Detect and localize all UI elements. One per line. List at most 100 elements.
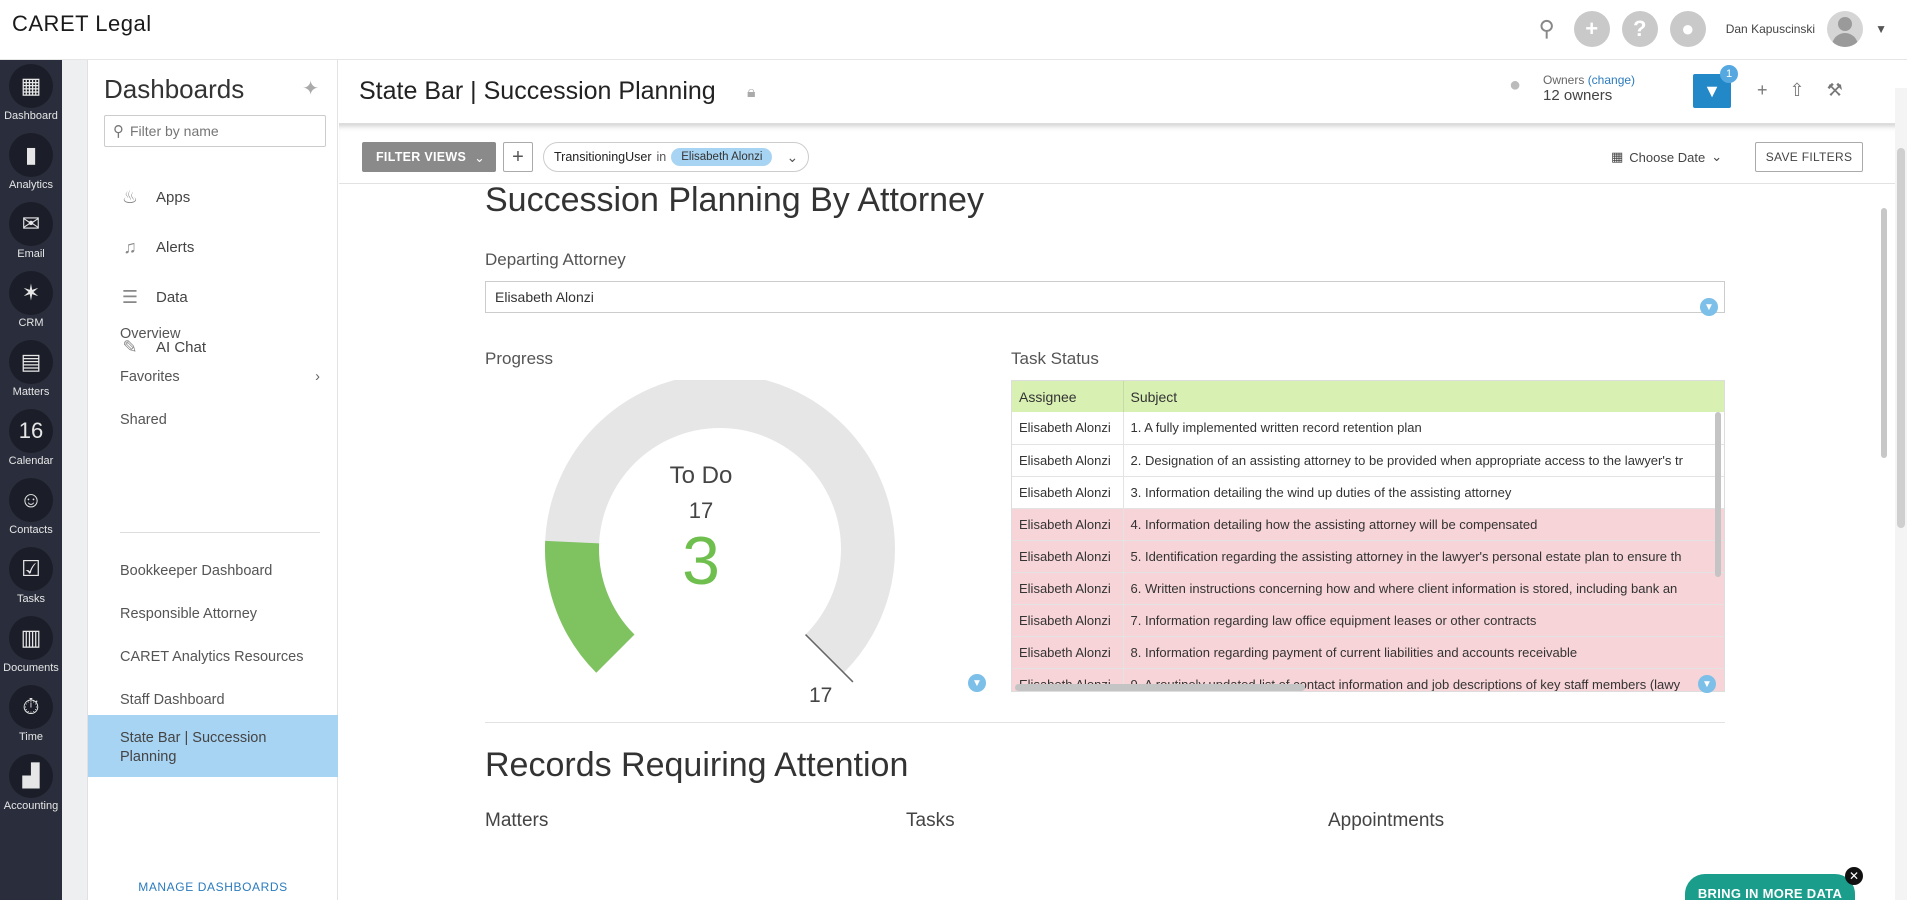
help-icon[interactable]: ? <box>1621 11 1658 47</box>
rail-item-contacts[interactable]: ☺ Contacts <box>0 474 62 543</box>
progress-label: Progress <box>485 349 554 368</box>
chat-icon[interactable]: ● <box>1669 11 1706 47</box>
dashboard-item[interactable]: Staff Dashboard <box>120 691 225 708</box>
search-icon[interactable]: ⚲ <box>1538 16 1555 41</box>
assignee-cell: Elisabeth Alonzi <box>1012 636 1124 669</box>
dashboards-sidebar: Dashboards ✦ ⚲ ♨ Apps ♫ Alerts ☰ Data ✎ AI Chat… <box>88 60 338 900</box>
header-tools: + ⇧ ⚒ <box>1757 80 1843 101</box>
sidebar-item-active-dashboard[interactable]: State Bar | Succession Planning <box>88 715 338 777</box>
rail-item-email[interactable]: ✉ Email <box>0 198 62 267</box>
filter-input[interactable] <box>130 123 310 139</box>
assignee-cell: Elisabeth Alonzi <box>1012 508 1124 541</box>
table-vertical-scrollbar[interactable] <box>1715 412 1723 672</box>
sidebar-item-label: Data <box>156 288 188 306</box>
scroll-thumb[interactable] <box>1881 208 1887 458</box>
column-subject[interactable]: Subject <box>1123 381 1724 412</box>
section-divider <box>485 722 1725 723</box>
rail-item-time[interactable]: ⏱ Time <box>0 681 62 750</box>
pin-icon[interactable]: ✦ <box>302 78 319 100</box>
table-row[interactable]: Elisabeth Alonzi 6. Written instructions … <box>1012 572 1724 605</box>
filter-button[interactable]: ▼ <box>1693 74 1731 108</box>
owners-info: Owners (change) 12 owners <box>1543 72 1635 104</box>
app-logo[interactable]: CARET Legal <box>12 11 152 36</box>
chevron-down-icon: ⌄ <box>1711 149 1723 164</box>
sidebar-item-shared[interactable]: Shared <box>120 411 167 428</box>
chevron-right-icon[interactable]: › <box>315 368 320 385</box>
table-horizontal-scrollbar[interactable] <box>1015 684 1305 691</box>
owners: ● Owners (change) 12 owners <box>1509 72 1635 104</box>
save-filters-button[interactable]: SAVE FILTERS <box>1755 142 1863 172</box>
table-row[interactable]: Elisabeth Alonzi 4. Information detailing… <box>1012 508 1724 541</box>
filter-views-button[interactable]: FILTER VIEWS ⌄ <box>362 142 496 172</box>
column-assignee[interactable]: Assignee <box>1012 381 1124 412</box>
subject-cell: 7. Information regarding law office equi… <box>1123 604 1724 637</box>
sidebar-item-overview[interactable]: Overview <box>120 325 181 342</box>
gauge-label: To Do <box>669 462 733 489</box>
table-row[interactable]: Elisabeth Alonzi 7. Information regarding… <box>1012 604 1724 637</box>
rail-item-crm[interactable]: ✶ CRM <box>0 267 62 336</box>
table-row[interactable]: Elisabeth Alonzi 5. Identification regard… <box>1012 540 1724 573</box>
sidebar-item-favorites[interactable]: Favorites › <box>120 355 320 398</box>
manage-dashboards-link[interactable]: MANAGE DASHBOARDS <box>138 880 288 894</box>
dashboard-item[interactable]: Responsible Attorney <box>120 605 258 622</box>
add-icon[interactable]: + <box>1573 11 1610 47</box>
table-row[interactable]: Elisabeth Alonzi 8. Information regarding… <box>1012 636 1724 669</box>
rail-item-accounting[interactable]: ▟ Accounting <box>0 750 62 819</box>
filter-chip-operator: in <box>656 150 667 164</box>
avatar[interactable] <box>1827 11 1864 47</box>
owners-label: Owners <box>1543 73 1585 87</box>
rail-item-matters[interactable]: ▤ Matters <box>0 336 62 405</box>
close-icon[interactable]: ✕ <box>1845 867 1863 885</box>
sidebar-links: Overview Favorites › Shared <box>120 312 320 441</box>
rail-item-calendar[interactable]: 16 Calendar <box>0 405 62 474</box>
table-row[interactable]: Elisabeth Alonzi 2. Designation of an ass… <box>1012 444 1724 477</box>
filter-chip-field: TransitioningUser <box>554 150 652 164</box>
add-filter-button[interactable]: + <box>503 142 533 172</box>
table-row[interactable]: Elisabeth Alonzi 1. A fully implemented w… <box>1012 412 1724 445</box>
share-icon[interactable]: ⇧ <box>1789 80 1805 100</box>
dashboard-item[interactable]: CARET Analytics Resources <box>120 648 304 665</box>
lock-icon[interactable]: 🔒︎ <box>747 84 756 101</box>
task-status-label: Task Status <box>1011 349 1099 368</box>
sidebar-item-data[interactable]: ☰ Data <box>120 272 320 322</box>
chevron-down-icon[interactable]: ▼ <box>1875 22 1887 36</box>
rail-label: Matters <box>12 386 50 398</box>
search-icon: ⚲ <box>113 123 124 140</box>
sidebar-item-label: AI Chat <box>156 338 207 356</box>
sidebar-item-ai-chat[interactable]: ✎ AI Chat <box>120 322 320 372</box>
subject-cell: 3. Information detailing the wind up dut… <box>1123 476 1724 509</box>
choose-date[interactable]: ▦ Choose Date ⌄ <box>1611 149 1722 165</box>
wrench-icon[interactable]: ⚒ <box>1826 80 1843 100</box>
sidebar-item-alerts[interactable]: ♫ Alerts <box>120 222 320 272</box>
rail-item-dashboard[interactable]: ▦ Dashboard <box>0 60 62 129</box>
scroll-thumb[interactable] <box>1897 148 1905 528</box>
rocket-icon: ♨ <box>121 186 139 207</box>
rail-item-documents[interactable]: ▥ Documents <box>0 612 62 681</box>
content-scrollbar[interactable] <box>1879 184 1889 900</box>
rail-item-tasks[interactable]: ☑ Tasks <box>0 543 62 612</box>
chevron-down-icon[interactable]: ⌄ <box>786 148 799 165</box>
gauge-value: 3 <box>682 523 720 599</box>
page-scrollbar[interactable] <box>1895 88 1907 900</box>
departing-attorney-select[interactable]: Elisabeth Alonzi <box>485 281 1725 313</box>
filter-chip[interactable]: TransitioningUser in Elisabeth Alonzi ⌄ <box>543 142 810 172</box>
database-icon: ☰ <box>121 286 139 307</box>
contacts-icon: ☺ <box>9 478 53 522</box>
dashboard-header: State Bar | Succession Planning 🔒︎ ● Own… <box>339 60 1907 124</box>
dashboard-item[interactable]: Bookkeeper Dashboard <box>120 562 273 579</box>
add-widget-icon[interactable]: + <box>1757 80 1768 100</box>
sidebar-item-label: Apps <box>156 188 191 206</box>
user-name[interactable]: Dan Kapuscinski <box>1725 22 1816 36</box>
assignee-cell: Elisabeth Alonzi <box>1012 572 1124 605</box>
sidebar-item-apps[interactable]: ♨ Apps <box>120 172 320 222</box>
table-row[interactable]: Elisabeth Alonzi 3. Information detailing… <box>1012 476 1724 509</box>
bring-in-more-data-button[interactable]: BRING IN MORE DATA <box>1685 874 1855 900</box>
rail-item-analytics[interactable]: ▮ Analytics <box>0 129 62 198</box>
gauge-center: To Do 17 3 <box>551 462 851 599</box>
owners-change-link[interactable]: (change) <box>1587 73 1636 87</box>
gauge-total: 17 <box>688 498 714 523</box>
rail-label: Analytics <box>8 179 54 191</box>
scroll-thumb[interactable] <box>1715 412 1721 577</box>
departing-attorney-label: Departing Attorney <box>485 250 626 269</box>
rail-strip <box>62 60 88 900</box>
